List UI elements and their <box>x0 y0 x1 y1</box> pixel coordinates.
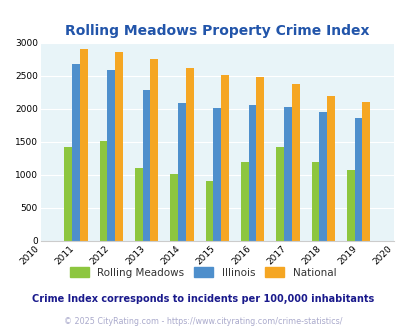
Bar <box>311 162 318 241</box>
Bar <box>170 174 177 241</box>
Bar <box>362 102 369 241</box>
Bar <box>275 147 283 241</box>
Bar <box>291 84 299 241</box>
Bar <box>346 170 354 241</box>
Bar <box>318 112 326 241</box>
Bar <box>213 108 221 241</box>
Bar <box>142 90 150 241</box>
Text: Crime Index corresponds to incidents per 100,000 inhabitants: Crime Index corresponds to incidents per… <box>32 294 373 304</box>
Bar <box>107 70 115 241</box>
Bar <box>64 147 72 241</box>
Bar <box>221 75 228 241</box>
Text: © 2025 CityRating.com - https://www.cityrating.com/crime-statistics/: © 2025 CityRating.com - https://www.city… <box>64 317 341 326</box>
Title: Rolling Meadows Property Crime Index: Rolling Meadows Property Crime Index <box>65 23 369 38</box>
Bar <box>205 182 213 241</box>
Bar <box>177 103 185 241</box>
Bar <box>354 118 362 241</box>
Legend: Rolling Meadows, Illinois, National: Rolling Meadows, Illinois, National <box>66 264 339 281</box>
Bar <box>80 50 87 241</box>
Bar <box>72 64 80 241</box>
Bar <box>134 168 142 241</box>
Bar <box>326 96 334 241</box>
Bar <box>283 107 291 241</box>
Bar <box>256 77 264 241</box>
Bar <box>248 105 256 241</box>
Bar <box>99 141 107 241</box>
Bar <box>115 52 123 241</box>
Bar <box>150 59 158 241</box>
Bar <box>185 68 193 241</box>
Bar <box>240 162 248 241</box>
